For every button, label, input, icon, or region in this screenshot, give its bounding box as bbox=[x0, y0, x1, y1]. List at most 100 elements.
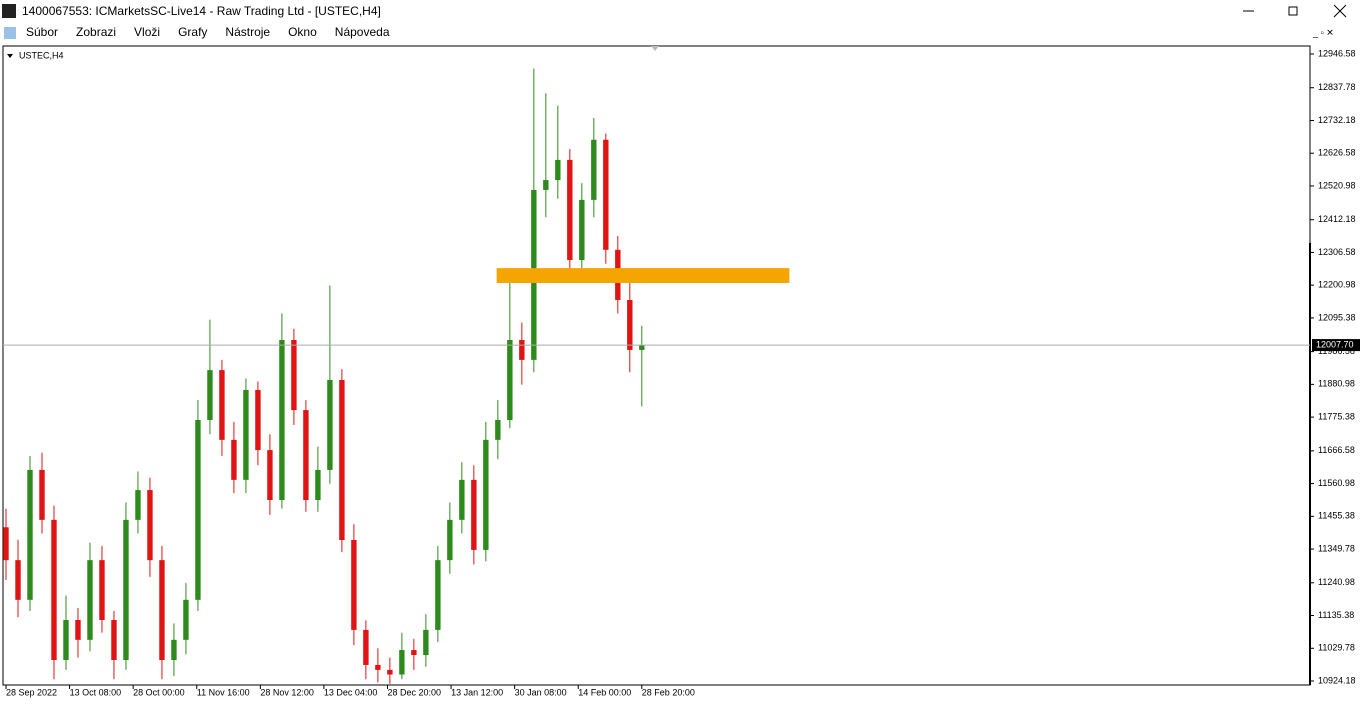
candle-body bbox=[231, 439, 237, 480]
x-tick-label: 13 Jan 12:00 bbox=[451, 687, 503, 697]
y-tick-label: 12837.78 bbox=[1318, 82, 1356, 92]
menu-bar bbox=[0, 23, 1364, 44]
candle-body bbox=[87, 560, 93, 640]
candle-body bbox=[183, 599, 189, 640]
y-tick-label: 11666.58 bbox=[1318, 445, 1355, 455]
candle-body bbox=[507, 340, 513, 421]
menu-item[interactable]: Grafy bbox=[178, 25, 207, 39]
candle-body bbox=[375, 664, 381, 670]
window-controls bbox=[1243, 4, 1347, 18]
candle-body bbox=[99, 560, 105, 620]
x-tick-label: 28 Sep 2022 bbox=[6, 687, 57, 697]
window-title: 1400067553: ICMarketsSC-Live14 - Raw Tra… bbox=[22, 4, 381, 18]
menu-item[interactable]: Okno bbox=[288, 25, 317, 39]
y-tick-label: 12412.18 bbox=[1318, 214, 1356, 224]
candle-body bbox=[471, 479, 477, 550]
zone bbox=[496, 268, 790, 283]
shift-marker bbox=[651, 46, 659, 51]
candle-body bbox=[447, 519, 453, 561]
restore-button[interactable] bbox=[1288, 6, 1298, 16]
candle-body bbox=[591, 139, 597, 200]
candle-body bbox=[435, 560, 441, 630]
y-tick-label: 11880.98 bbox=[1318, 379, 1355, 389]
candle-body bbox=[363, 629, 369, 665]
candle-body bbox=[579, 199, 585, 261]
candle-body bbox=[423, 629, 429, 656]
candle-body bbox=[111, 619, 117, 660]
candle-body bbox=[459, 479, 465, 520]
mdi-controls[interactable]: _ ▫ ✕ bbox=[1312, 27, 1334, 37]
candle-body bbox=[51, 519, 57, 660]
price-label-box bbox=[1312, 339, 1360, 352]
candle-body bbox=[495, 420, 501, 440]
y-tick-label: 12095.38 bbox=[1318, 312, 1356, 322]
candle-body bbox=[387, 669, 393, 675]
candle-body bbox=[219, 370, 225, 440]
x-tick-label: 28 Nov 12:00 bbox=[260, 687, 314, 697]
candle-body bbox=[147, 490, 153, 561]
x-tick-label: 13 Dec 04:00 bbox=[324, 687, 378, 697]
candle-body bbox=[279, 340, 285, 501]
chart-symbol: USTEC,H4 bbox=[19, 50, 64, 60]
x-tick-label: 28 Feb 20:00 bbox=[642, 687, 695, 697]
candle-body bbox=[267, 450, 273, 501]
candle-body bbox=[519, 340, 525, 360]
candle-body bbox=[315, 469, 321, 501]
y-tick-label: 11135.38 bbox=[1318, 610, 1354, 620]
candle-body bbox=[159, 560, 165, 660]
candle-body bbox=[603, 139, 609, 250]
y-tick-label: 11455.38 bbox=[1318, 511, 1355, 521]
candle-body bbox=[483, 439, 489, 550]
y-tick-label: 12946.58 bbox=[1318, 48, 1356, 58]
y-tick-label: 12626.58 bbox=[1318, 148, 1356, 158]
candle-body bbox=[75, 619, 81, 640]
y-tick-label: 11240.98 bbox=[1318, 577, 1355, 587]
candle-body bbox=[567, 159, 573, 261]
y-tick-label: 11560.98 bbox=[1318, 478, 1355, 488]
y-tick-label: 12520.98 bbox=[1318, 180, 1356, 190]
price-label: 12007.70 bbox=[1316, 339, 1354, 349]
candle-body bbox=[351, 539, 357, 630]
candle-body bbox=[135, 490, 141, 520]
candle-body bbox=[171, 639, 177, 660]
x-tick-label: 13 Oct 08:00 bbox=[70, 687, 122, 697]
y-tick-label: 10924.18 bbox=[1318, 675, 1356, 685]
close-button[interactable] bbox=[1333, 4, 1347, 18]
candle-body bbox=[411, 650, 417, 656]
candle-body bbox=[63, 619, 69, 660]
menu-item[interactable]: Vloži bbox=[134, 25, 160, 39]
candle-body bbox=[3, 527, 9, 561]
menu-item[interactable]: Zobrazi bbox=[76, 25, 116, 39]
y-tick-label: 12306.58 bbox=[1318, 247, 1356, 257]
y-tick-label: 11349.78 bbox=[1318, 543, 1355, 553]
x-tick-label: 14 Feb 00:00 bbox=[578, 687, 631, 697]
candle-body bbox=[555, 159, 561, 181]
candle-body bbox=[543, 180, 549, 190]
candle-body bbox=[399, 650, 405, 675]
candle-body bbox=[207, 370, 213, 421]
menu-item[interactable]: Nástroje bbox=[225, 25, 270, 39]
candle-body bbox=[123, 519, 129, 660]
menu-item[interactable]: Nápoveda bbox=[335, 25, 390, 39]
symbol-arrow[interactable] bbox=[7, 54, 13, 58]
app-icon bbox=[2, 4, 16, 18]
candle-body bbox=[27, 469, 33, 600]
candle-body bbox=[255, 389, 261, 451]
candle-body bbox=[639, 345, 645, 350]
candle-body bbox=[195, 420, 201, 600]
y-tick-label: 11775.38 bbox=[1318, 411, 1355, 421]
menu-item[interactable]: Súbor bbox=[26, 25, 58, 39]
doc-icon bbox=[4, 27, 16, 39]
candle-body bbox=[243, 389, 249, 480]
y-tick-label: 12200.98 bbox=[1318, 280, 1356, 290]
candle-body bbox=[303, 410, 309, 501]
candle-body bbox=[627, 300, 633, 350]
candle-body bbox=[39, 469, 45, 520]
y-tick-label: 12732.18 bbox=[1318, 115, 1356, 125]
y-tick-label: 11029.78 bbox=[1318, 643, 1355, 653]
x-tick-label: 28 Oct 00:00 bbox=[133, 687, 185, 697]
candle-body bbox=[327, 380, 333, 470]
x-tick-label: 11 Nov 16:00 bbox=[197, 687, 250, 697]
candle-body bbox=[15, 560, 21, 600]
